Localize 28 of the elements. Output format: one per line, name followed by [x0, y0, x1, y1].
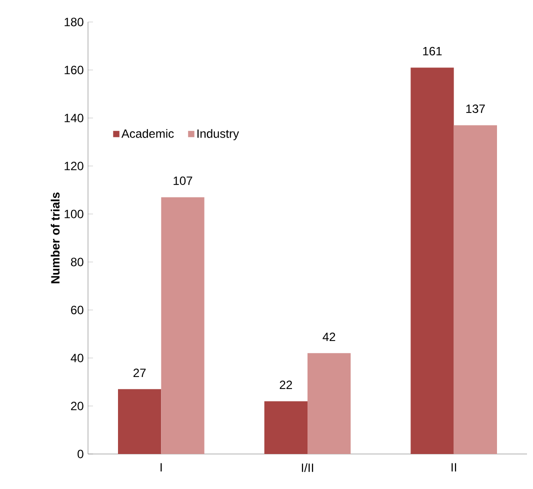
y-tick-label: 80: [70, 258, 84, 266]
data-label: 27: [134, 368, 146, 377]
y-tick-label: 20: [71, 402, 84, 410]
bar: [454, 125, 497, 454]
legend-label: Industry: [197, 129, 240, 140]
y-tick-label: 160: [64, 66, 84, 74]
y-tick-label: 120: [64, 162, 84, 170]
data-label: 42: [322, 332, 336, 341]
data-label: 107: [174, 176, 192, 185]
bar: [308, 353, 351, 454]
y-tick-label: 60: [71, 306, 84, 314]
y-tick-label: 140: [64, 114, 84, 122]
data-label: 22: [280, 380, 292, 389]
x-tick-label: I: [160, 463, 162, 472]
y-tick-label: 100: [64, 210, 84, 218]
y-tick-label: 0: [78, 450, 84, 458]
bar: [410, 68, 454, 454]
y-tick-label: 180: [64, 18, 84, 26]
bar: [161, 197, 204, 454]
data-label: 161: [423, 46, 442, 56]
legend-label: Academic: [121, 129, 174, 138]
y-axis-title: Number of trials: [50, 192, 60, 284]
bar: [118, 389, 162, 454]
bar: [264, 401, 308, 454]
x-tick-label: II: [452, 463, 456, 472]
x-tick-label: I/II: [302, 463, 314, 472]
data-label: 137: [466, 104, 485, 113]
y-tick-label: 40: [70, 354, 84, 362]
